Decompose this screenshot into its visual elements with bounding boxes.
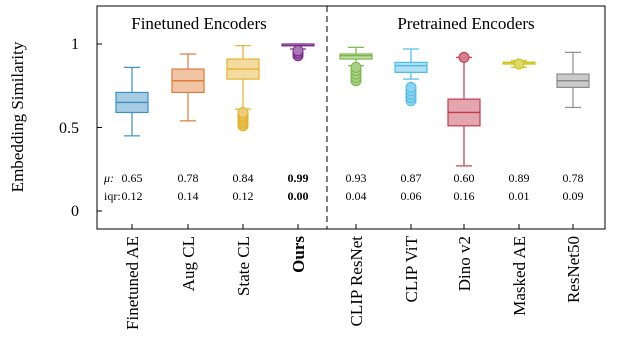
stat-mu: 0.65 <box>122 171 143 185</box>
stat-mu: 0.78 <box>178 171 199 185</box>
box-clip-resnet <box>339 46 373 87</box>
x-tick-label: Masked AE <box>510 236 529 316</box>
box-iqr <box>339 53 373 60</box>
stat-mu: 0.87 <box>401 171 422 185</box>
stat-iqr: 0.01 <box>509 189 530 203</box>
y-tick-label: 0 <box>71 203 79 220</box>
stat-iqr: 0.14 <box>178 189 199 203</box>
box-clip-vit <box>394 48 428 107</box>
stats-layer: 0.65 0.12 0.78 0.14 0.84 0.12 0.99 0.00 0.93 0.04… <box>122 171 584 203</box>
x-tick-label: Dino v2 <box>455 236 474 291</box>
y-axis-label: Embedding Similarity <box>8 41 27 192</box>
box-resnet50 <box>556 51 590 109</box>
stat-mu: 0.60 <box>454 171 475 185</box>
x-tick-label: CLIP ResNet <box>347 236 366 327</box>
x-tick-label: Aug CL <box>179 236 198 291</box>
stat-iqr: 0.04 <box>346 189 367 203</box>
stat-mu: 0.84 <box>233 171 254 185</box>
plot-area: Finetuned Encoders Pretrained Encoders E… <box>8 5 606 230</box>
outlier-point <box>237 106 249 118</box>
stat-iqr: 0.06 <box>401 189 422 203</box>
plot-frame <box>96 5 606 230</box>
stat-iqr: 0.16 <box>454 189 475 203</box>
outlier-point <box>513 58 525 70</box>
stat-iqr: 0.09 <box>563 189 584 203</box>
x-tick-label: CLIP ViT <box>402 235 421 302</box>
x-tick-label: State CL <box>234 236 253 296</box>
stat-mu: 0.89 <box>509 171 530 185</box>
box-aug-cl <box>171 53 205 122</box>
outlier-point <box>292 45 304 57</box>
box-dino-v2 <box>447 51 481 167</box>
mu-row-label: μ: <box>103 171 114 185</box>
stat-mu: 0.93 <box>346 171 367 185</box>
stat-iqr: 0.12 <box>233 189 254 203</box>
boxes-layer <box>115 43 590 167</box>
stat-iqr: 0.12 <box>122 189 143 203</box>
x-tick-label: Finetuned AE <box>123 236 142 330</box>
box-finetuned-ae <box>115 66 149 137</box>
x-axis-labels: Finetuned AE Aug CL State CL Ours CLIP ResNe… <box>123 224 583 330</box>
box-masked-ae <box>502 58 536 70</box>
outlier-point <box>350 61 362 73</box>
outlier-point <box>458 51 470 63</box>
y-tick-label: 1 <box>71 36 79 53</box>
stat-iqr: 0.00 <box>288 189 309 203</box>
y-tick-label: 0.5 <box>59 120 79 137</box>
outlier-point <box>405 81 417 93</box>
stat-mu: 0.99 <box>288 171 309 185</box>
box-ours <box>281 43 315 62</box>
group-label-finetuned: Finetuned Encoders <box>131 14 267 33</box>
iqr-row-label: iqr: <box>104 189 121 203</box>
group-label-pretrained: Pretrained Encoders <box>397 14 534 33</box>
box-state-cl <box>226 45 260 132</box>
stat-mu: 0.78 <box>563 171 584 185</box>
x-tick-label: ResNet50 <box>564 236 583 303</box>
box-iqr <box>394 61 428 73</box>
x-tick-label: Ours <box>289 236 308 273</box>
y-axis: Embedding Similarity 0 0.5 1 <box>8 36 102 220</box>
